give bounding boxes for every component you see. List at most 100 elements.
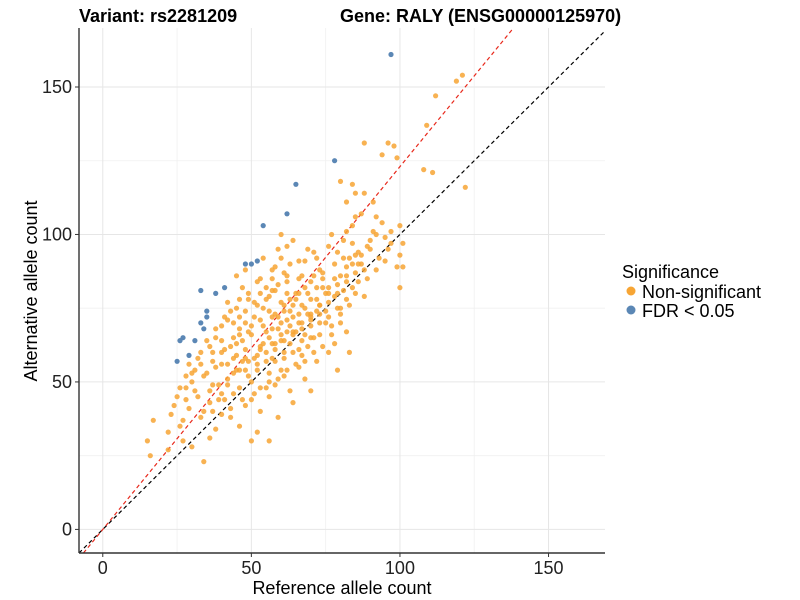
point-non-significant [290, 400, 296, 406]
point-non-significant [340, 287, 347, 294]
point-non-significant [400, 240, 406, 246]
point-non-significant [385, 140, 391, 146]
point-non-significant [355, 261, 361, 267]
point-non-significant [248, 397, 254, 403]
point-non-significant [186, 405, 192, 412]
point-non-significant [302, 332, 308, 338]
point-non-significant [254, 352, 260, 358]
point-non-significant [269, 326, 275, 332]
point-non-significant [290, 314, 296, 320]
point-non-significant [329, 231, 335, 238]
point-non-significant [207, 435, 213, 441]
point-non-significant [213, 335, 219, 341]
point-non-significant [326, 290, 332, 296]
point-non-significant [228, 405, 234, 412]
point-fdr [222, 285, 228, 291]
point-non-significant [379, 152, 385, 158]
point-non-significant [293, 361, 299, 367]
point-non-significant [266, 370, 272, 376]
point-non-significant [302, 258, 308, 264]
point-non-significant [242, 267, 248, 273]
point-non-significant [260, 341, 266, 347]
point-non-significant [242, 308, 248, 314]
point-non-significant [174, 394, 180, 400]
point-non-significant [284, 243, 290, 249]
point-non-significant [346, 349, 352, 355]
point-non-significant [219, 411, 225, 417]
point-non-significant [287, 323, 293, 329]
point-non-significant [326, 243, 332, 249]
point-fdr [248, 261, 254, 267]
y-tick-label: 150 [42, 77, 72, 97]
point-non-significant [308, 296, 314, 302]
point-non-significant [144, 438, 150, 444]
point-non-significant [257, 290, 263, 296]
point-non-significant [236, 423, 243, 429]
legend-label-non-significant: Non-significant [642, 282, 761, 302]
point-non-significant [269, 276, 275, 282]
point-non-significant [248, 379, 254, 385]
point-non-significant [254, 361, 260, 367]
point-non-significant [293, 296, 299, 302]
point-non-significant [272, 358, 278, 364]
point-non-significant [213, 326, 219, 332]
point-non-significant [317, 302, 323, 308]
point-non-significant [290, 237, 296, 243]
point-non-significant [352, 290, 358, 296]
point-non-significant [308, 311, 314, 317]
point-non-significant [222, 314, 228, 320]
point-non-significant [334, 249, 341, 255]
point-non-significant [233, 341, 240, 347]
point-non-significant [263, 358, 269, 364]
point-non-significant [281, 355, 287, 361]
y-tick-label: 100 [42, 224, 72, 244]
point-non-significant [314, 358, 320, 364]
point-non-significant [236, 296, 243, 302]
point-non-significant [314, 296, 320, 302]
point-non-significant [192, 367, 198, 373]
point-non-significant [251, 299, 257, 305]
point-non-significant [254, 367, 260, 373]
y-tick-label: 0 [62, 519, 72, 539]
point-non-significant [367, 246, 373, 252]
point-non-significant [219, 323, 225, 329]
point-non-significant [332, 261, 338, 267]
point-non-significant [323, 320, 329, 326]
point-non-significant [326, 285, 332, 291]
point-non-significant [284, 329, 290, 335]
point-non-significant [257, 408, 263, 414]
x-tick-label: 50 [241, 558, 261, 578]
point-non-significant [189, 379, 195, 385]
point-non-significant [397, 223, 403, 229]
point-non-significant [373, 267, 379, 273]
point-non-significant [305, 246, 311, 252]
point-non-significant [275, 326, 281, 332]
point-non-significant [266, 379, 272, 385]
point-non-significant [376, 255, 382, 261]
point-non-significant [287, 341, 293, 347]
point-fdr [201, 326, 207, 332]
point-non-significant [260, 305, 266, 311]
point-non-significant [287, 308, 293, 314]
point-fdr [186, 352, 192, 358]
point-non-significant [257, 346, 263, 353]
point-non-significant [332, 341, 338, 347]
point-non-significant [287, 261, 293, 267]
point-non-significant [281, 302, 287, 308]
point-non-significant [236, 326, 243, 332]
x-tick-label: 0 [98, 558, 108, 578]
point-non-significant [198, 414, 204, 420]
point-non-significant [340, 255, 347, 261]
point-non-significant [349, 223, 355, 229]
point-non-significant [177, 385, 183, 391]
point-non-significant [326, 314, 332, 320]
point-non-significant [177, 423, 183, 429]
point-fdr [332, 158, 338, 164]
point-fdr [204, 314, 210, 320]
point-non-significant [358, 211, 364, 217]
point-non-significant [337, 311, 344, 317]
point-non-significant [219, 349, 225, 355]
point-non-significant [171, 402, 177, 409]
point-non-significant [266, 308, 272, 314]
point-non-significant [299, 352, 305, 358]
